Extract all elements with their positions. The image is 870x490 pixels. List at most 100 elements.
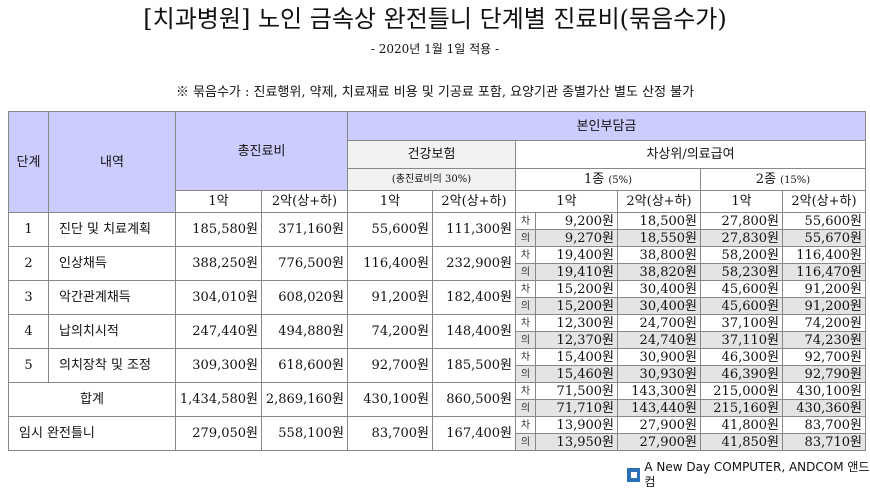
ui-value: 45,600원 (700, 297, 783, 315)
cha-label: 차 (515, 212, 536, 230)
cha-value: 19,400원 (535, 246, 618, 264)
insurance-two-jaw: 111,300원 (432, 212, 516, 247)
ui-value: 38,820원 (617, 263, 701, 281)
andcom-logo: A New Day COMPUTER, ANDCOM 앤드컴 (627, 460, 870, 490)
total-two-jaw: 2,869,160원 (261, 382, 348, 417)
header-insurance-two-jaw: 2악(상+하) (432, 190, 516, 213)
ui-label: 의 (515, 331, 536, 349)
table-row: 임시 완전틀니 279,050원 558,100원 83,700원 167,400원 차 1… (8, 416, 866, 451)
stage-cell: 3 (8, 280, 49, 315)
ui-value: 143,440원 (617, 399, 701, 417)
table-row: 1 진단 및 치료계획 185,580원 371,160원 55,600원 111,300… (8, 212, 866, 247)
stage-cell: 5 (8, 348, 49, 383)
cha-value: 55,600원 (782, 212, 866, 230)
insurance-one-jaw: 116,400원 (347, 246, 433, 281)
total-two-jaw: 776,500원 (261, 246, 348, 281)
ui-value: 15,460원 (535, 365, 618, 383)
ui-value: 46,390원 (700, 365, 783, 383)
cha-value: 30,400원 (617, 280, 701, 298)
total-one-jaw: 185,580원 (175, 212, 262, 247)
item-name: 합계 (8, 382, 176, 417)
ui-value: 92,790원 (782, 365, 866, 383)
cha-value: 83,700원 (782, 416, 866, 434)
cha-value: 12,300원 (535, 314, 618, 332)
ui-value: 91,200원 (782, 297, 866, 315)
ui-value: 215,160원 (700, 399, 783, 417)
table-row: 3 악간관계채득 304,010원 608,020원 91,200원 182,400원 차 1… (8, 280, 866, 315)
ui-value: 30,930원 (617, 365, 701, 383)
cha-label: 차 (515, 246, 536, 264)
cha-value: 91,200원 (782, 280, 866, 298)
total-two-jaw: 371,160원 (261, 212, 348, 247)
total-one-jaw: 247,440원 (175, 314, 262, 349)
table-row-ui: 의 71,710원 143,440원 215,160원 430,360원 (9, 399, 866, 417)
insurance-one-jaw: 83,700원 (347, 416, 433, 451)
logo-text: A New Day COMPUTER, ANDCOM 앤드컴 (644, 460, 870, 489)
stage-cell: 2 (8, 246, 49, 281)
insurance-one-jaw: 430,100원 (347, 382, 433, 417)
ui-value: 58,230원 (700, 263, 783, 281)
header-stage: 단계 (8, 111, 49, 213)
ui-label: 의 (515, 297, 536, 315)
header-insurance: 건강보험 (347, 140, 516, 169)
cha-value: 24,700원 (617, 314, 701, 332)
cha-value: 45,600원 (700, 280, 783, 298)
cha-label: 차 (515, 348, 536, 366)
cha-value: 9,200원 (535, 212, 618, 230)
header-type1-two-jaw: 2악(상+하) (617, 190, 701, 213)
header-aid: 차상위/의료급여 (515, 140, 866, 169)
ui-value: 430,360원 (782, 399, 866, 417)
ui-label: 의 (515, 433, 536, 451)
cha-value: 13,900원 (535, 416, 618, 434)
cha-value: 15,400원 (535, 348, 618, 366)
item-name: 임시 완전틀니 (8, 416, 176, 451)
item-name: 악간관계채득 (48, 280, 176, 315)
stage-cell: 1 (8, 212, 49, 247)
insurance-two-jaw: 148,400원 (432, 314, 516, 349)
cha-value: 116,400원 (782, 246, 866, 264)
ui-value: 13,950원 (535, 433, 618, 451)
cha-label: 차 (515, 280, 536, 298)
item-name: 진단 및 치료계획 (48, 212, 176, 247)
ui-value: 9,270원 (535, 229, 618, 247)
cha-label: 차 (515, 314, 536, 332)
total-one-jaw: 279,050원 (175, 416, 262, 451)
cha-value: 143,300원 (617, 382, 701, 400)
table-row-ui: 의 15,460원 30,930원 46,390원 92,790원 (9, 365, 866, 383)
header-total: 총진료비 (175, 111, 348, 191)
item-name: 납의치시적 (48, 314, 176, 349)
ui-value: 24,740원 (617, 331, 701, 349)
cha-value: 46,300원 (700, 348, 783, 366)
cha-value: 27,800원 (700, 212, 783, 230)
ui-value: 30,400원 (617, 297, 701, 315)
total-one-jaw: 1,434,580원 (175, 382, 262, 417)
stage-cell: 4 (8, 314, 49, 349)
cha-value: 30,900원 (617, 348, 701, 366)
ui-value: 12,370원 (535, 331, 618, 349)
andcom-logo-icon (627, 468, 641, 482)
header-insurance-one-jaw: 1악 (347, 190, 433, 213)
cha-value: 41,800원 (700, 416, 783, 434)
total-one-jaw: 309,300원 (175, 348, 262, 383)
total-two-jaw: 494,880원 (261, 314, 348, 349)
insurance-two-jaw: 182,400원 (432, 280, 516, 315)
ui-value: 19,410원 (535, 263, 618, 281)
type1-rate: (5%) (608, 174, 633, 186)
insurance-two-jaw: 232,900원 (432, 246, 516, 281)
cha-value: 430,100원 (782, 382, 866, 400)
page-title: [치과병원] 노인 금속상 완전틀니 단계별 진료비(묶음수가) (143, 5, 727, 33)
cha-value: 27,900원 (617, 416, 701, 434)
table-row: 4 납의치시적 247,440원 494,880원 74,200원 148,400원 차 12… (8, 314, 866, 349)
effective-date: - 2020년 1월 1일 적용 - (370, 42, 500, 56)
cha-label: 차 (515, 416, 536, 434)
table-row: 5 의치장착 및 조정 309,300원 618,600원 92,700원 185,500… (8, 348, 866, 383)
total-one-jaw: 304,010원 (175, 280, 262, 315)
ui-label: 의 (515, 263, 536, 281)
cha-value: 15,200원 (535, 280, 618, 298)
cha-value: 215,000원 (700, 382, 783, 400)
cha-value: 18,500원 (617, 212, 701, 230)
ui-value: 116,470원 (782, 263, 866, 281)
type2-rate: (15%) (780, 174, 811, 186)
ui-value: 18,550원 (617, 229, 701, 247)
table-row-ui: 의 13,950원 27,900원 41,850원 83,710원 (9, 433, 866, 451)
